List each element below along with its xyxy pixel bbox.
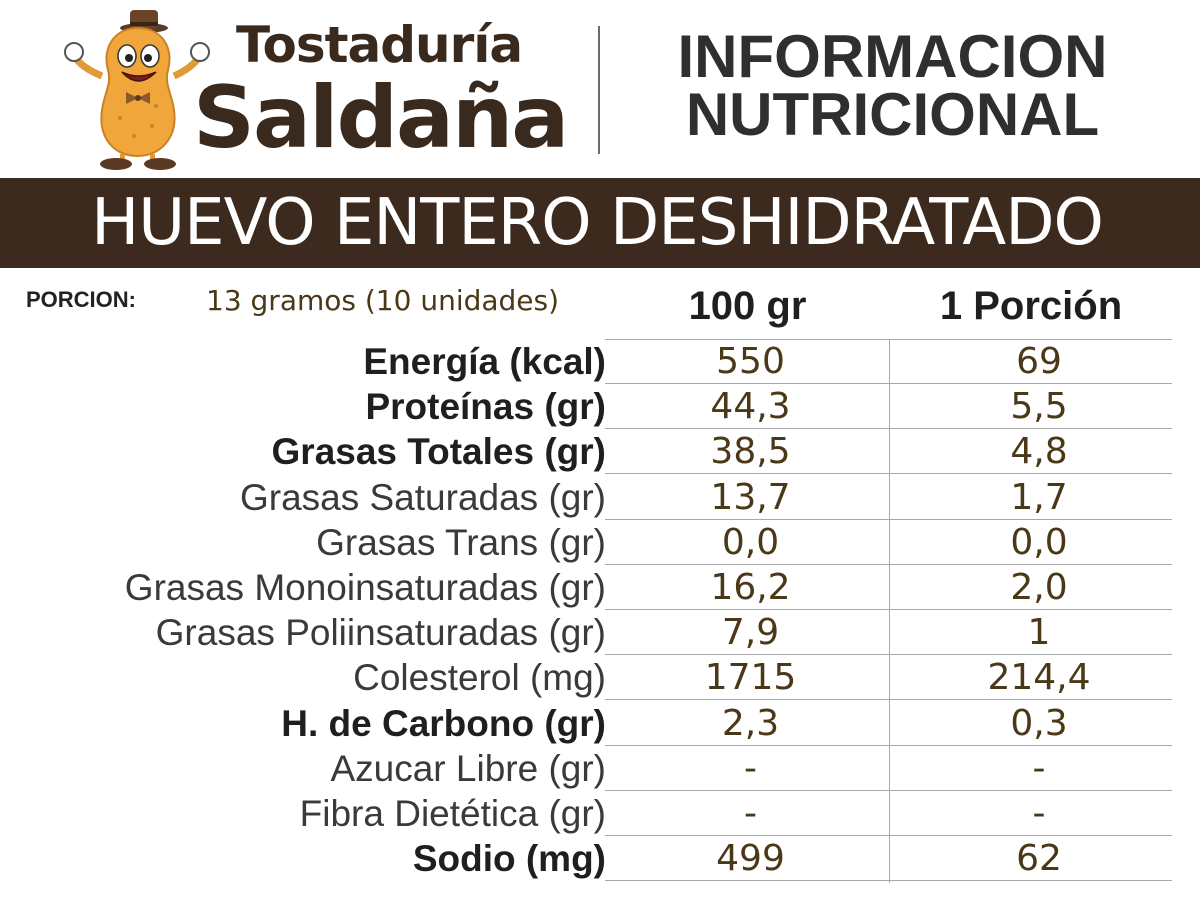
nutrient-label: Sodio (mg) (412, 838, 606, 880)
column-header-100g: 100 gr (688, 284, 807, 328)
page-title-line1: INFORMACION (677, 23, 1108, 90)
page-title: INFORMACION NUTRICIONAL (620, 23, 1165, 148)
value-per-portion: 69 (1016, 341, 1062, 382)
value-per-100g: 44,3 (710, 386, 791, 428)
header: Tostaduría Saldaña INFORMACION NUTRICION… (0, 0, 1200, 178)
value-per-100g: - (744, 793, 757, 834)
row-divider (605, 383, 1172, 384)
product-banner: HUEVO ENTERO DESHIDRATADO (0, 178, 1200, 268)
brand-name-line1: Tostaduría (236, 16, 523, 74)
nutrient-label: Fibra Dietética (gr) (299, 793, 606, 834)
table-row: Fibra Dietética (gr) - - (0, 791, 1200, 836)
value-per-portion: 1 (1027, 612, 1051, 654)
table-row: Grasas Poliinsaturadas (gr) 7,9 1 (0, 610, 1200, 656)
table-row: Sodio (mg) 499 62 (0, 836, 1200, 882)
value-per-100g: 16,2 (710, 567, 791, 608)
row-divider (605, 609, 1172, 610)
value-per-100g: 7,9 (721, 612, 780, 654)
row-divider (605, 835, 1172, 836)
value-per-portion: - (1032, 793, 1046, 834)
table-row: Azucar Libre (gr) - - (0, 746, 1200, 791)
value-per-portion: 62 (1016, 838, 1062, 880)
nutrient-label: Grasas Totales (gr) (271, 431, 606, 473)
nutrient-label: Proteínas (gr) (365, 386, 606, 428)
brand-name-line2: Saldaña (193, 68, 569, 168)
value-per-portion: 4,8 (1010, 431, 1068, 473)
table-row: Grasas Saturadas (gr) 13,7 1,7 (0, 475, 1200, 520)
table-top-divider (605, 339, 1172, 340)
serving-label: PORCION: (26, 287, 136, 312)
product-name: HUEVO ENTERO DESHIDRATADO (91, 186, 1104, 260)
serving-value: 13 gramos (10 unidades) (206, 284, 560, 317)
nutrient-label: Colesterol (mg) (353, 657, 606, 699)
column-header-portion: 1 Porción (939, 284, 1123, 328)
nutrient-label: Grasas Monoinsaturadas (gr) (124, 567, 606, 608)
value-per-portion: 1,7 (1010, 476, 1068, 518)
value-per-100g: 0,0 (721, 521, 780, 563)
value-per-portion: 214,4 (987, 657, 1091, 699)
value-per-portion: 0,0 (1010, 521, 1068, 563)
row-divider (605, 699, 1172, 701)
value-per-100g: 13,7 (710, 476, 791, 518)
row-divider (605, 744, 1172, 746)
row-divider (605, 428, 1172, 430)
nutrient-label: Grasas Saturadas (gr) (239, 476, 606, 518)
nutrient-label: Azucar Libre (gr) (330, 747, 606, 789)
value-per-100g: 38,5 (710, 431, 791, 473)
value-per-portion: 5,5 (1010, 386, 1068, 428)
page-title-line2: NUTRICIONAL (685, 81, 1100, 148)
row-divider (605, 880, 1172, 882)
nutrient-label: Energía (kcal) (363, 341, 606, 382)
value-per-portion: 0,3 (1010, 702, 1068, 744)
table-row: Colesterol (mg) 1715 214,4 (0, 655, 1200, 701)
table-row: Energía (kcal) 550 69 (0, 339, 1200, 384)
row-divider (605, 518, 1172, 520)
row-divider (605, 473, 1172, 475)
nutrient-label: Grasas Trans (gr) (316, 521, 606, 563)
table-row: Grasas Monoinsaturadas (gr) 16,2 2,0 (0, 565, 1200, 610)
value-per-portion: 2,0 (1010, 567, 1068, 608)
nutrient-label: H. de Carbono (gr) (281, 702, 606, 744)
value-per-100g: 499 (716, 838, 785, 880)
table-row: Grasas Totales (gr) 38,5 4,8 (0, 429, 1200, 475)
column-divider (889, 339, 890, 883)
table-row: H. de Carbono (gr) 2,3 0,3 (0, 701, 1200, 746)
table-row: Grasas Trans (gr) 0,0 0,0 (0, 520, 1200, 565)
row-divider (605, 654, 1172, 656)
row-divider (605, 789, 1172, 791)
row-divider (605, 563, 1172, 565)
value-per-100g: - (744, 747, 757, 789)
value-per-100g: 550 (716, 341, 785, 382)
header-divider (598, 26, 600, 154)
value-per-portion: - (1032, 747, 1046, 789)
peanut-mascot-icon (64, 10, 210, 170)
value-per-100g: 1715 (704, 657, 797, 699)
table-row: Proteínas (gr) 44,3 5,5 (0, 384, 1200, 430)
value-per-100g: 2,3 (721, 702, 780, 744)
nutrient-label: Grasas Poliinsaturadas (gr) (155, 612, 606, 654)
